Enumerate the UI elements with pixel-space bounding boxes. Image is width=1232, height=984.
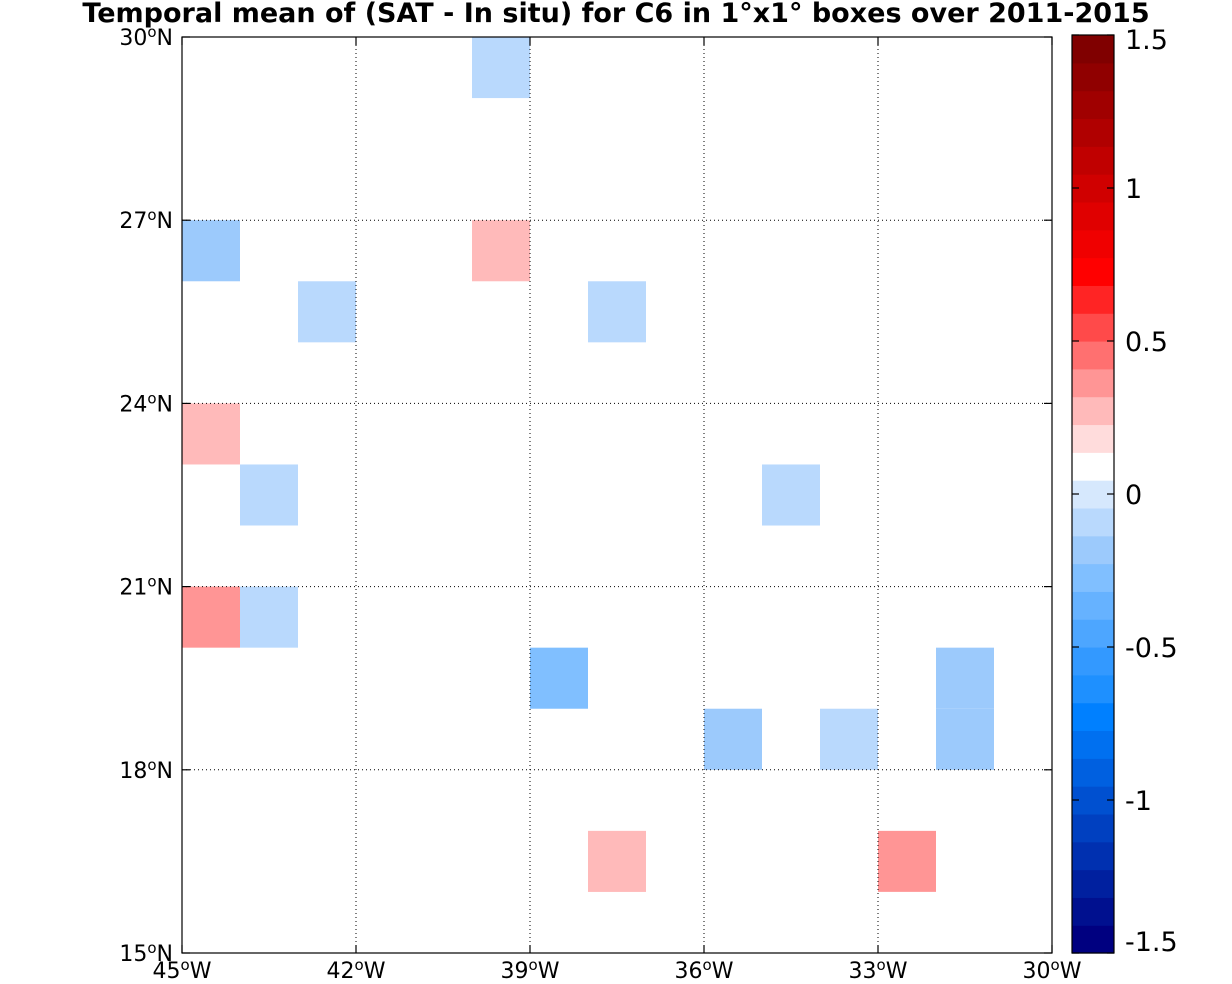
- colorbar-segment: [1072, 563, 1114, 592]
- y-tick-label: 21oN: [119, 573, 173, 601]
- colorbar-segment: [1072, 257, 1114, 286]
- heatmap-cell: [704, 708, 762, 770]
- colorbar-segment: [1072, 591, 1114, 620]
- heatmap-cell: [994, 769, 1052, 831]
- x-tick-label: 42oW: [327, 956, 386, 984]
- colorbar-tick-label: -1.5: [1125, 927, 1178, 958]
- heatmap-cell: [878, 891, 936, 953]
- y-tick-label: 18oN: [119, 756, 173, 784]
- chart-title: Temporal mean of (SAT - In situ) for C6 …: [82, 0, 1149, 29]
- heatmap-cell: [240, 464, 298, 526]
- colorbar-segment: [1072, 813, 1114, 843]
- colorbar-segment: [1072, 841, 1114, 871]
- heatmap-cell: [588, 830, 646, 892]
- colorbar-segment: [1072, 341, 1114, 370]
- y-tick-label: 27oN: [119, 206, 173, 234]
- colorbar-tick-label: 0.5: [1125, 327, 1168, 358]
- colorbar-segment: [1072, 368, 1114, 398]
- plot-border: [181, 36, 1053, 954]
- colorbar-segment: [1072, 702, 1114, 732]
- colorbar-segment: [1072, 758, 1114, 787]
- heatmap-cell: [182, 586, 240, 648]
- heatmap-cell: [820, 708, 878, 770]
- colorbar-segment: [1072, 229, 1114, 259]
- x-tick-label: 45oW: [153, 956, 212, 984]
- colorbar-segment: [1072, 897, 1114, 926]
- colorbar-segment: [1072, 619, 1114, 648]
- x-axis-ticks: 45oW 42oW 39oW 36oW 33oW 30oW: [153, 37, 1082, 984]
- heatmap-cell: [182, 220, 240, 282]
- heatmap-cell: [646, 37, 704, 99]
- colorbar-segment: [1072, 674, 1114, 704]
- plot-frame: [181, 36, 1053, 954]
- colorbar-tick-label: -0.5: [1125, 633, 1178, 664]
- colorbar-segment: [1072, 424, 1114, 453]
- heatmap-cell: [530, 98, 588, 160]
- x-tick-label: 39oW: [501, 956, 560, 984]
- y-tick-label: 15oN: [119, 939, 173, 967]
- colorbar-segment: [1072, 35, 1114, 64]
- heatmap-cell: [762, 464, 820, 526]
- heatmap-cell: [240, 525, 298, 587]
- heatmap-cell: [878, 830, 936, 892]
- y-axis-ticks: 15oN 18oN 21oN 24oN 27oN 30oN: [119, 23, 1052, 967]
- heatmap-cell: [182, 525, 240, 587]
- x-tick-label: 30oW: [1023, 956, 1082, 984]
- colorbar-segment: [1072, 507, 1114, 537]
- colorbar-segment: [1072, 118, 1114, 147]
- x-tick-label: 36oW: [675, 956, 734, 984]
- heatmap-cell: [240, 586, 298, 648]
- heatmap-cell: [936, 647, 994, 709]
- colorbar-tick-label: 1.5: [1125, 25, 1168, 56]
- grid-lines: [182, 37, 1052, 953]
- colorbar-segment: [1072, 535, 1114, 565]
- colorbar: -1.5 -1 -0.5 0 0.5 1 1.5: [1071, 25, 1178, 958]
- y-tick-label: 30oN: [119, 23, 173, 51]
- heatmap-cell: [530, 586, 588, 648]
- colorbar-segment: [1072, 313, 1114, 342]
- colorbar-segment: [1072, 730, 1114, 759]
- colorbar-tick-label: 0: [1125, 480, 1142, 511]
- colorbar-segment: [1072, 452, 1114, 481]
- heatmap-cells: [182, 37, 1052, 953]
- heatmap-cell: [472, 525, 530, 587]
- colorbar-segment: [1072, 285, 1114, 314]
- heatmap-cell: [298, 464, 356, 526]
- colorbar-segment: [1072, 869, 1114, 898]
- heatmap-cell: [472, 37, 530, 99]
- colorbar-segment: [1072, 647, 1114, 676]
- heatmap-cell: [182, 403, 240, 465]
- colorbar-tick-label: 1: [1125, 174, 1142, 205]
- heatmap-cell: [298, 281, 356, 343]
- colorbar-segment: [1072, 146, 1114, 175]
- heatmap-cell: [936, 708, 994, 770]
- colorbar-segment: [1072, 201, 1114, 231]
- heatmap-cell: [588, 281, 646, 343]
- y-tick-label: 24oN: [119, 389, 173, 417]
- colorbar-segment: [1072, 396, 1114, 426]
- colorbar-segment: [1072, 62, 1114, 92]
- colorbar-tick-label: -1: [1125, 786, 1152, 817]
- heatmap-cell: [530, 647, 588, 709]
- heatmap-cell: [994, 342, 1052, 404]
- heatmap-cell: [994, 830, 1052, 892]
- colorbar-segment: [1072, 925, 1114, 954]
- x-tick-label: 33oW: [849, 956, 908, 984]
- heatmap-cell: [530, 342, 588, 404]
- colorbar-segment: [1072, 90, 1114, 120]
- heatmap-cell: [472, 220, 530, 282]
